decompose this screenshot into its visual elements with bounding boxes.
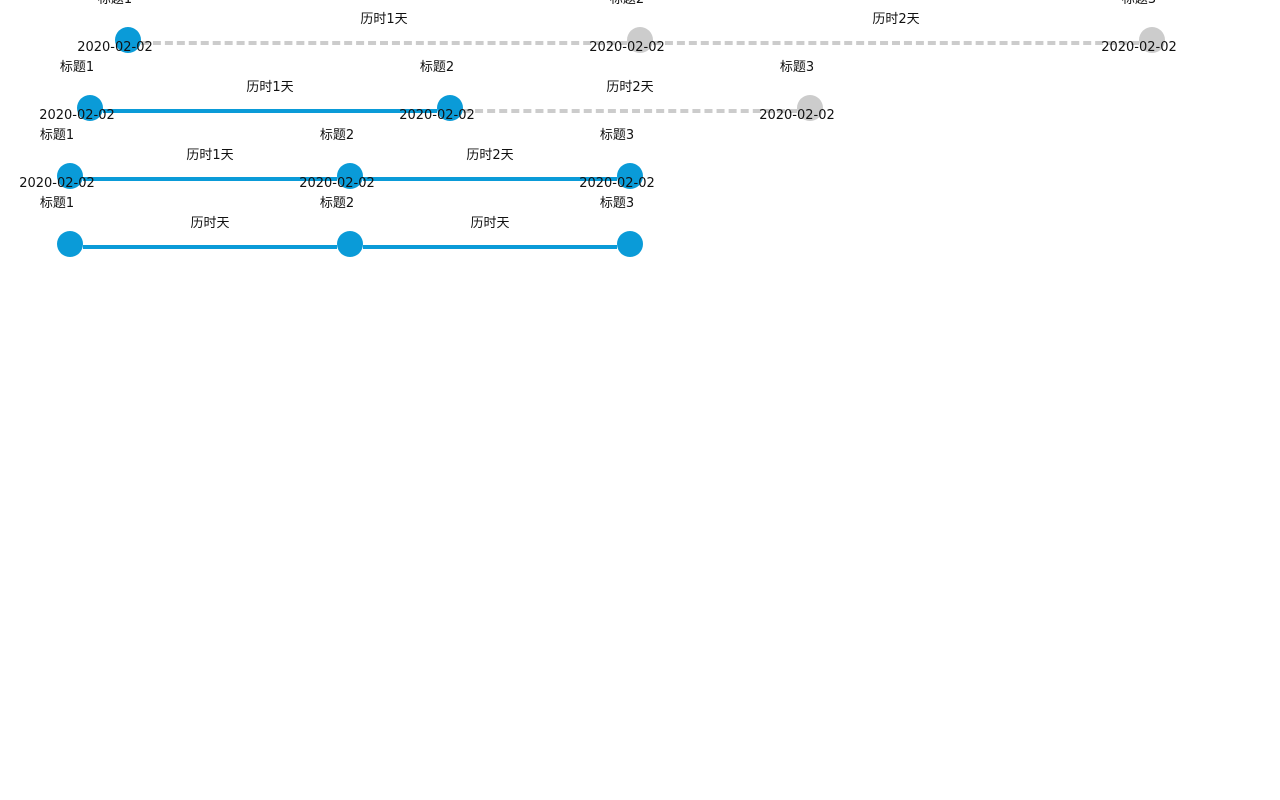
step-node[interactable]: 标题3 2020-02-02: [759, 60, 835, 123]
step-date: 2020-02-02: [589, 40, 665, 55]
step-title: 标题2: [319, 196, 355, 211]
duration-label: 历时1天: [246, 80, 294, 95]
step-node[interactable]: 标题1 2020-02-02: [19, 128, 95, 191]
step-title: 标题3: [1122, 0, 1156, 8]
step-date: 2020-02-02: [77, 40, 153, 55]
connector: [103, 109, 437, 113]
duration-label: 历时天: [470, 216, 510, 231]
connector: [83, 177, 337, 181]
step-date: 2020-02-02: [579, 176, 655, 191]
step-date: 2020-02-02: [759, 108, 835, 123]
step-title: 标题3: [779, 60, 815, 75]
timeline-4: 历时天 历时天 标题1 标题2 标题3: [0, 196, 1280, 278]
timeline-1: 历时1天 历时2天 标题1 2020-02-02 标题2 2020-02-02 …: [0, 0, 1280, 74]
duration-label: 历时1天: [186, 148, 234, 163]
step-title: 标题1: [98, 0, 132, 8]
step-node[interactable]: 标题1 2020-02-02: [77, 0, 153, 55]
step-node[interactable]: 标题1 2020-02-02: [39, 60, 115, 123]
timeline-2: 历时1天 历时2天 标题1 2020-02-02 标题2 2020-02-02 …: [0, 60, 1280, 142]
step-node[interactable]: 标题1: [40, 196, 83, 257]
step-date: 2020-02-02: [39, 108, 115, 123]
step-title: 标题2: [610, 0, 644, 8]
step-node[interactable]: 标题3 2020-02-02: [579, 128, 655, 191]
duration-label: 历时2天: [872, 12, 920, 27]
step-title: 标题1: [39, 128, 75, 143]
timeline-3: 历时1天 历时2天 标题1 2020-02-02 标题2 2020-02-02 …: [0, 128, 1280, 210]
duration-label: 历时2天: [606, 80, 654, 95]
step-title: 标题1: [59, 60, 95, 75]
step-node[interactable]: 标题2 2020-02-02: [299, 128, 375, 191]
step-node[interactable]: 标题2 2020-02-02: [589, 0, 665, 55]
connector: [83, 245, 337, 249]
connector: [653, 41, 1139, 45]
step-title: 标题2: [319, 128, 355, 143]
connector: [363, 177, 617, 181]
connector: [463, 109, 797, 113]
step-title: 标题2: [419, 60, 455, 75]
step-node[interactable]: 标题3 2020-02-02: [1101, 0, 1177, 55]
step-node[interactable]: 标题3: [600, 196, 643, 257]
connector: [363, 245, 617, 249]
duration-label: 历时1天: [360, 12, 408, 27]
duration-label: 历时2天: [466, 148, 514, 163]
step-date: 2020-02-02: [299, 176, 375, 191]
step-date: 2020-02-02: [399, 108, 475, 123]
step-date: 2020-02-02: [19, 176, 95, 191]
step-node[interactable]: 标题2 2020-02-02: [399, 60, 475, 123]
connector: [141, 41, 627, 45]
step-title: 标题1: [39, 196, 75, 211]
duration-label: 历时天: [190, 216, 230, 231]
step-title: 标题3: [599, 128, 635, 143]
step-title: 标题3: [599, 196, 635, 211]
step-date: 2020-02-02: [1101, 40, 1177, 55]
step-node[interactable]: 标题2: [320, 196, 363, 257]
